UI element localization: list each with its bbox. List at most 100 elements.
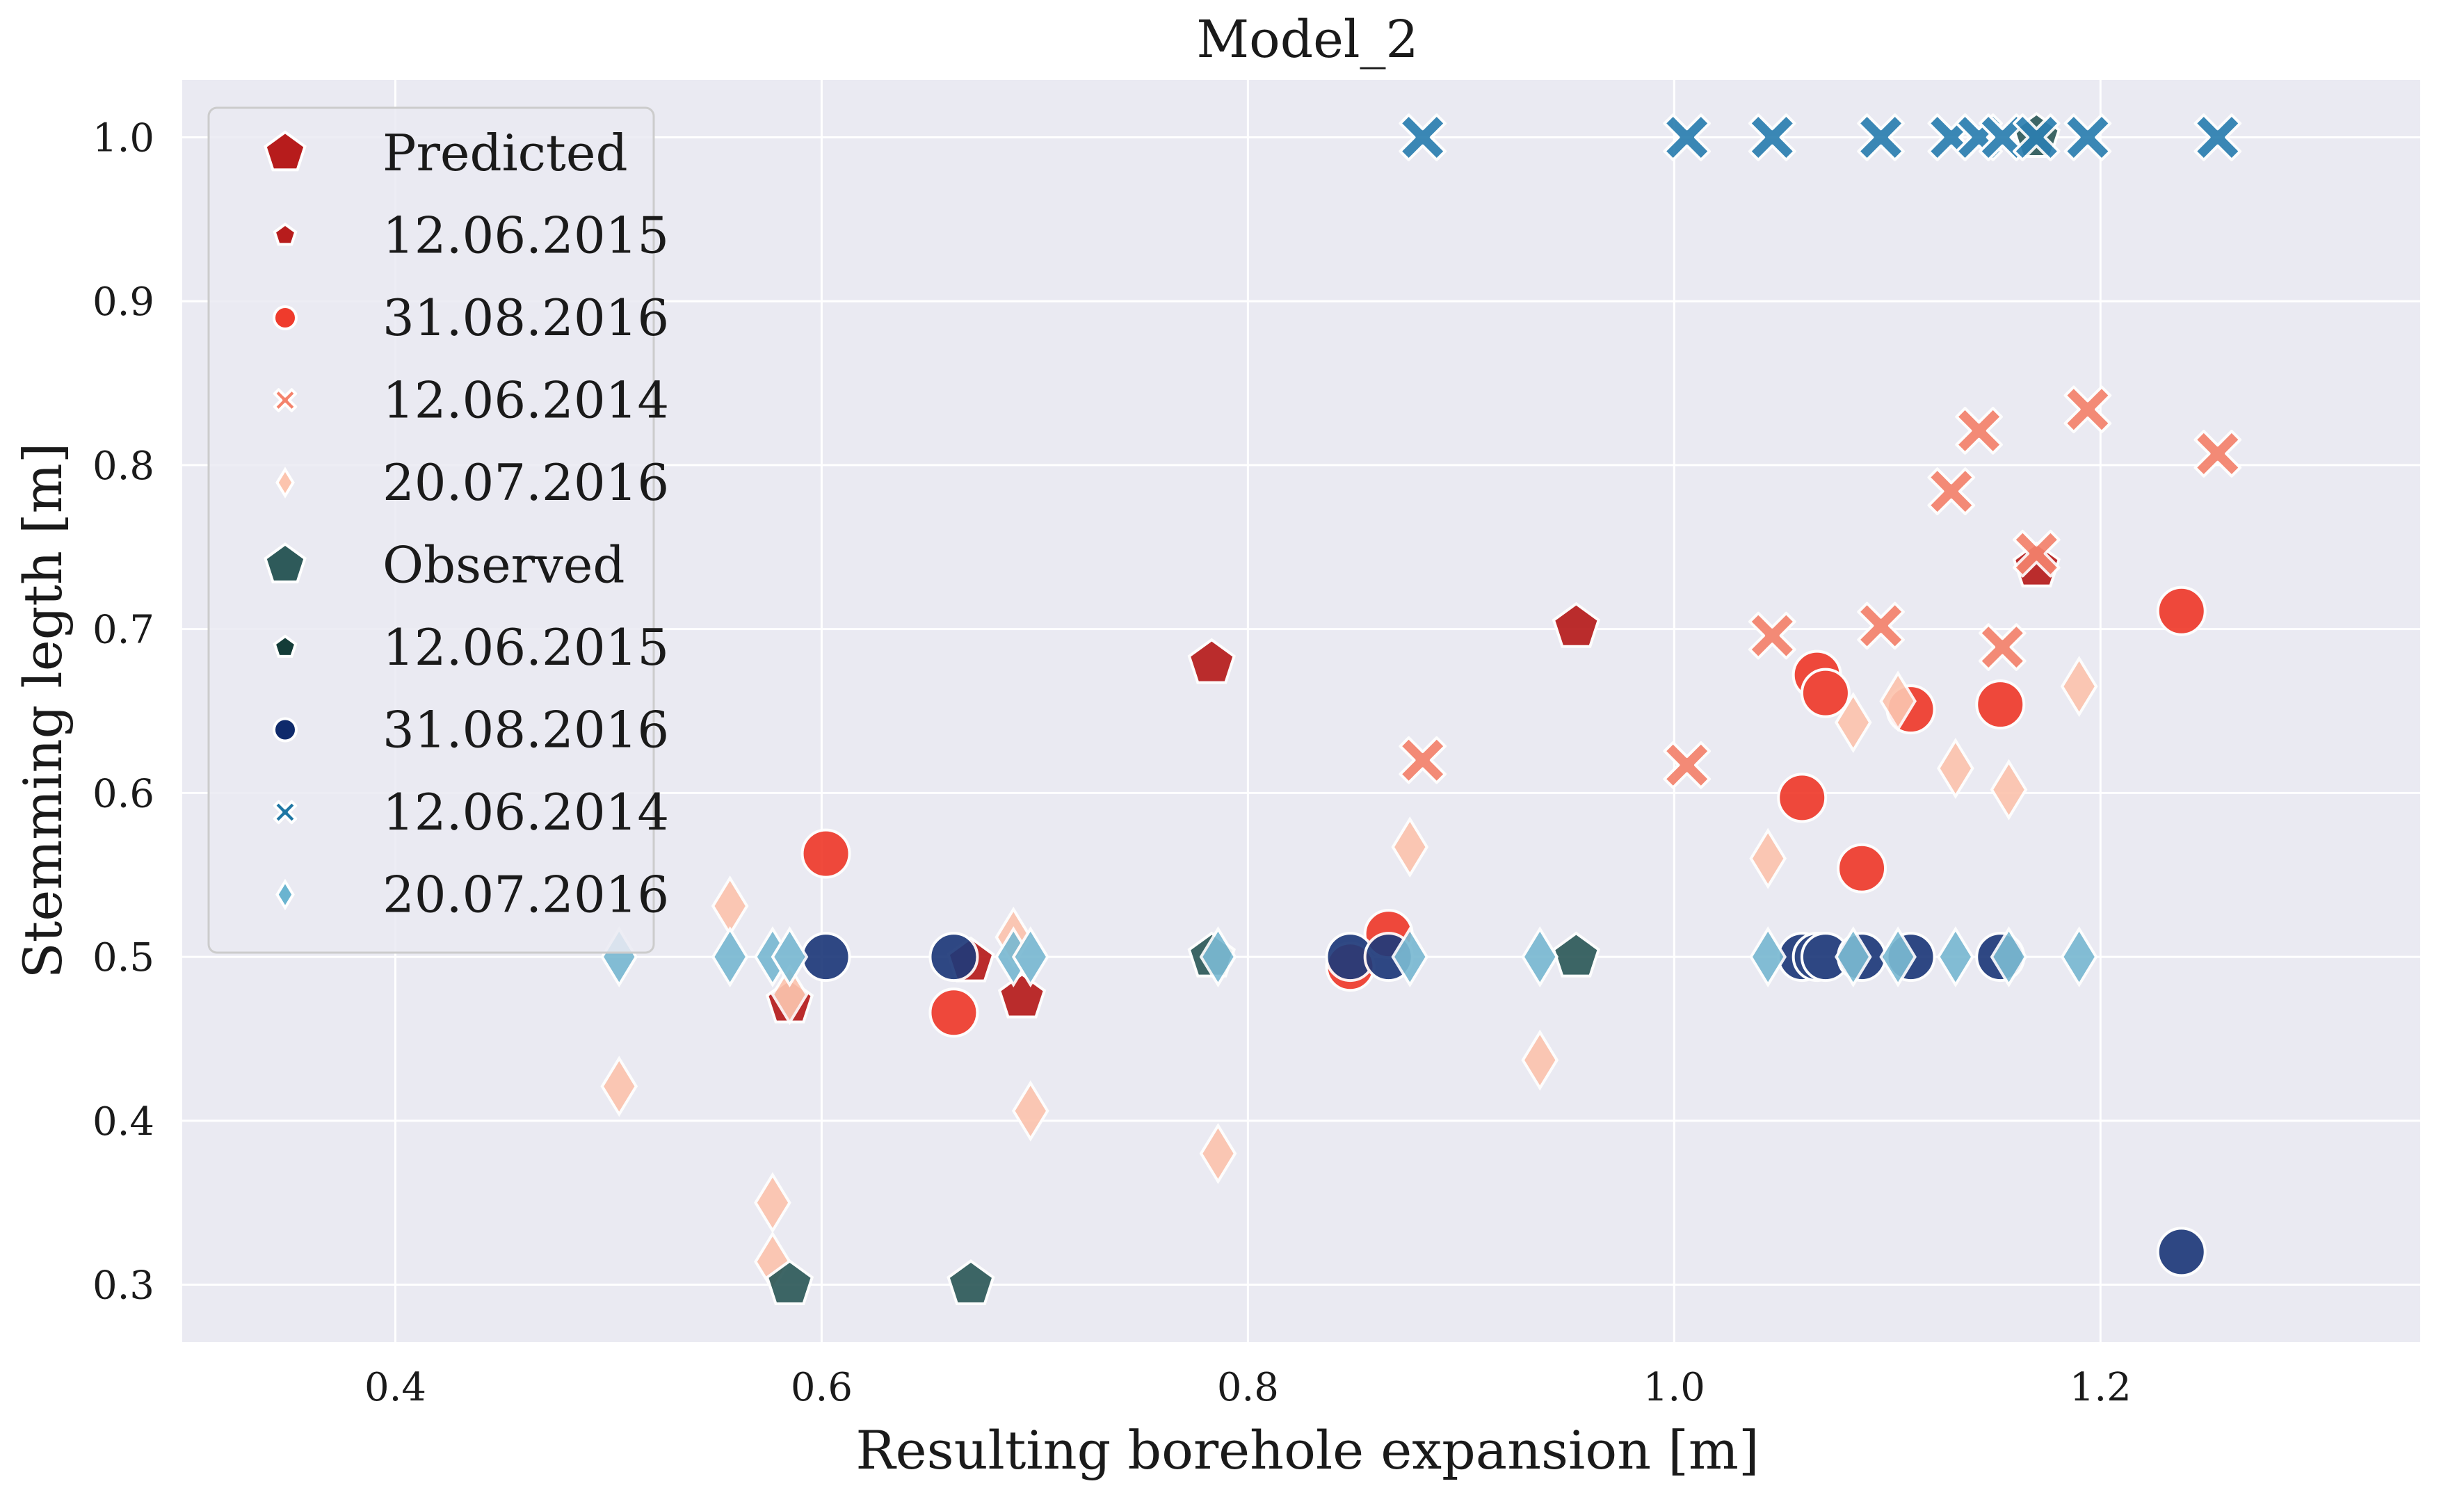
legend-marker bbox=[273, 634, 298, 658]
data-point bbox=[765, 1259, 814, 1305]
data-point bbox=[1834, 692, 1872, 753]
data-point bbox=[771, 926, 809, 988]
legend-box bbox=[207, 106, 655, 954]
data-point bbox=[2193, 113, 2242, 161]
legend-label: 12.06.2015 bbox=[383, 618, 669, 677]
data-point bbox=[2063, 385, 2112, 434]
data-point bbox=[1663, 741, 1711, 789]
data-point bbox=[1199, 926, 1237, 988]
data-point bbox=[1521, 1029, 1559, 1091]
data-point bbox=[1834, 926, 1872, 988]
data-point bbox=[997, 972, 1047, 1019]
y-tick-label: 0.4 bbox=[92, 1099, 154, 1145]
data-point bbox=[2060, 926, 2098, 988]
data-point bbox=[771, 964, 809, 1026]
data-point bbox=[1857, 601, 1905, 650]
legend-label: 31.08.2016 bbox=[383, 701, 669, 759]
legend-marker bbox=[264, 542, 307, 583]
data-point bbox=[1979, 623, 2027, 671]
legend-marker bbox=[273, 223, 298, 246]
data-point bbox=[1011, 1080, 1049, 1142]
y-tick-label: 0.8 bbox=[92, 444, 154, 489]
data-point bbox=[1777, 773, 1828, 823]
data-point bbox=[1990, 759, 2028, 821]
legend-marker bbox=[273, 717, 298, 743]
legend-marker bbox=[275, 878, 295, 911]
series-predicted-20-07-2016 bbox=[600, 656, 2098, 1293]
data-point bbox=[928, 987, 979, 1038]
data-point bbox=[1879, 926, 1917, 988]
data-point bbox=[2013, 529, 2061, 578]
data-point bbox=[600, 1056, 638, 1117]
series-layer bbox=[600, 112, 2242, 1305]
series-predicted-12-06-2014 bbox=[1399, 385, 2242, 789]
data-point bbox=[2060, 656, 2098, 718]
y-axis-label: Stemming legth [m] bbox=[12, 443, 74, 979]
data-point bbox=[1011, 926, 1049, 988]
data-point bbox=[1955, 407, 2003, 455]
y-tick-label: 1.0 bbox=[92, 116, 154, 161]
data-point bbox=[800, 828, 851, 879]
legend-label: 20.07.2016 bbox=[383, 866, 669, 924]
x-tick-labels: 0.4 0.6 0.8 1.0 1.2 bbox=[364, 1365, 2132, 1410]
data-point bbox=[1399, 736, 1447, 784]
data-point bbox=[754, 1172, 791, 1234]
data-point bbox=[1552, 931, 1601, 978]
legend-label: Predicted bbox=[383, 124, 628, 182]
data-point bbox=[1399, 113, 1447, 161]
legend: Predicted 12.06.2015 31.08.2016 12.06.2014 2… bbox=[207, 106, 669, 954]
data-point bbox=[2156, 1227, 2207, 1277]
data-point bbox=[1927, 467, 1976, 515]
data-point bbox=[1187, 638, 1236, 684]
series-observed-31-08-2016 bbox=[800, 932, 2207, 1277]
legend-label: 12.06.2014 bbox=[383, 371, 669, 430]
x-tick-label: 1.0 bbox=[1643, 1365, 1705, 1410]
data-point bbox=[1552, 601, 1601, 648]
x-tick-label: 1.2 bbox=[2070, 1365, 2132, 1410]
data-point bbox=[1748, 611, 1796, 660]
data-point bbox=[1857, 113, 1905, 161]
data-point bbox=[1748, 113, 1796, 161]
legend-label: Observed bbox=[383, 536, 625, 595]
data-point bbox=[1749, 926, 1787, 988]
x-tick-label: 0.6 bbox=[791, 1365, 853, 1410]
data-point bbox=[1800, 668, 1851, 718]
legend-marker bbox=[275, 467, 295, 499]
data-point bbox=[1937, 738, 1974, 799]
data-point bbox=[2013, 113, 2061, 161]
y-tick-label: 0.3 bbox=[92, 1263, 154, 1309]
x-tick-label: 0.8 bbox=[1217, 1365, 1279, 1410]
y-tick-label: 0.5 bbox=[92, 935, 154, 980]
legend-label: 12.06.2014 bbox=[383, 783, 669, 841]
x-tick-label: 0.4 bbox=[364, 1365, 426, 1410]
legend-label: 12.06.2015 bbox=[383, 207, 669, 265]
series-observed-20-07-2016 bbox=[600, 926, 2098, 988]
data-point bbox=[800, 932, 851, 983]
data-point bbox=[1391, 926, 1429, 988]
data-point bbox=[947, 1259, 995, 1305]
legend-marker bbox=[273, 305, 298, 330]
data-point bbox=[1990, 926, 2028, 988]
data-point bbox=[1937, 926, 1974, 988]
legend-marker bbox=[273, 800, 298, 825]
data-point bbox=[1837, 843, 1887, 894]
series-observed-12-06-2014 bbox=[1399, 113, 2242, 161]
data-point bbox=[928, 932, 979, 983]
legend-label: 20.07.2016 bbox=[383, 453, 669, 512]
data-point bbox=[1663, 113, 1711, 161]
chart-title: Model_2 bbox=[1196, 10, 1418, 70]
legend-label: 31.08.2016 bbox=[383, 289, 669, 347]
data-point bbox=[1391, 816, 1429, 878]
y-tick-label: 0.7 bbox=[92, 608, 154, 653]
data-point bbox=[1979, 113, 2027, 161]
y-tick-label: 0.6 bbox=[92, 771, 154, 816]
data-point bbox=[2156, 585, 2207, 636]
data-point bbox=[1975, 679, 2026, 730]
y-tick-label: 0.9 bbox=[92, 280, 154, 325]
data-point bbox=[2193, 430, 2242, 478]
y-tick-labels: 0.3 0.4 0.5 0.6 0.7 0.8 0.9 1.0 bbox=[92, 116, 154, 1309]
data-point bbox=[711, 926, 749, 988]
data-point bbox=[1521, 926, 1559, 988]
